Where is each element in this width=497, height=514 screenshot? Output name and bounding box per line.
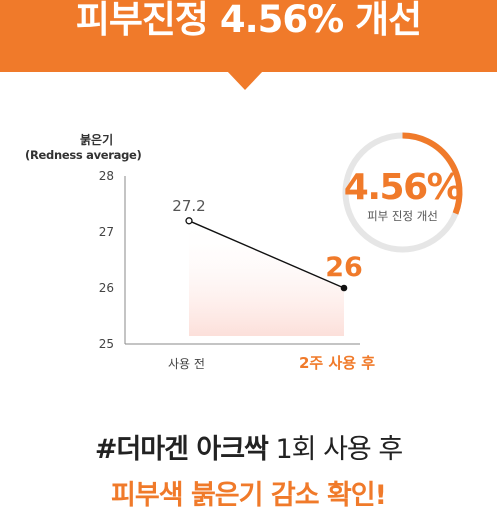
y-tick-label: 28 [99,169,114,183]
y-tick-label: 26 [99,281,114,295]
data-label-after: 26 [325,252,363,283]
progress-ring [342,132,463,253]
headline-line2: 피부색 붉은기 감소 확인! [111,480,387,511]
y-axis-sublabel: (Redness average) [25,148,142,162]
y-tick-label: 25 [99,337,114,351]
data-point-before [185,217,193,225]
data-point-after [340,284,348,292]
badge-caption: 피부 진정 개선 [367,209,438,223]
line-chart: 25 26 27 28 27.2 26 [99,169,363,351]
x-tick-after: 2주 사용 후 [299,354,376,372]
header-banner [0,0,497,72]
badge-value: 4.56% [343,167,463,208]
progress-ring-arc [402,132,463,215]
headline-rest: 1회 사용 후 [267,434,403,465]
headline-line1: #더마겐 아크싹 1회 사용 후 [0,432,497,468]
area-fill [189,220,344,336]
banner-pointer [227,71,263,90]
banner-title: 피부진정 4.56% 개선 [75,0,422,41]
data-label-before: 27.2 [172,197,205,215]
x-tick-before: 사용 전 [168,357,205,371]
y-tick-label: 27 [99,225,114,239]
y-axis-label: 붉은기 [80,133,114,147]
headline-product: #더마겐 아크싹 [94,434,269,465]
series-line [188,220,345,289]
